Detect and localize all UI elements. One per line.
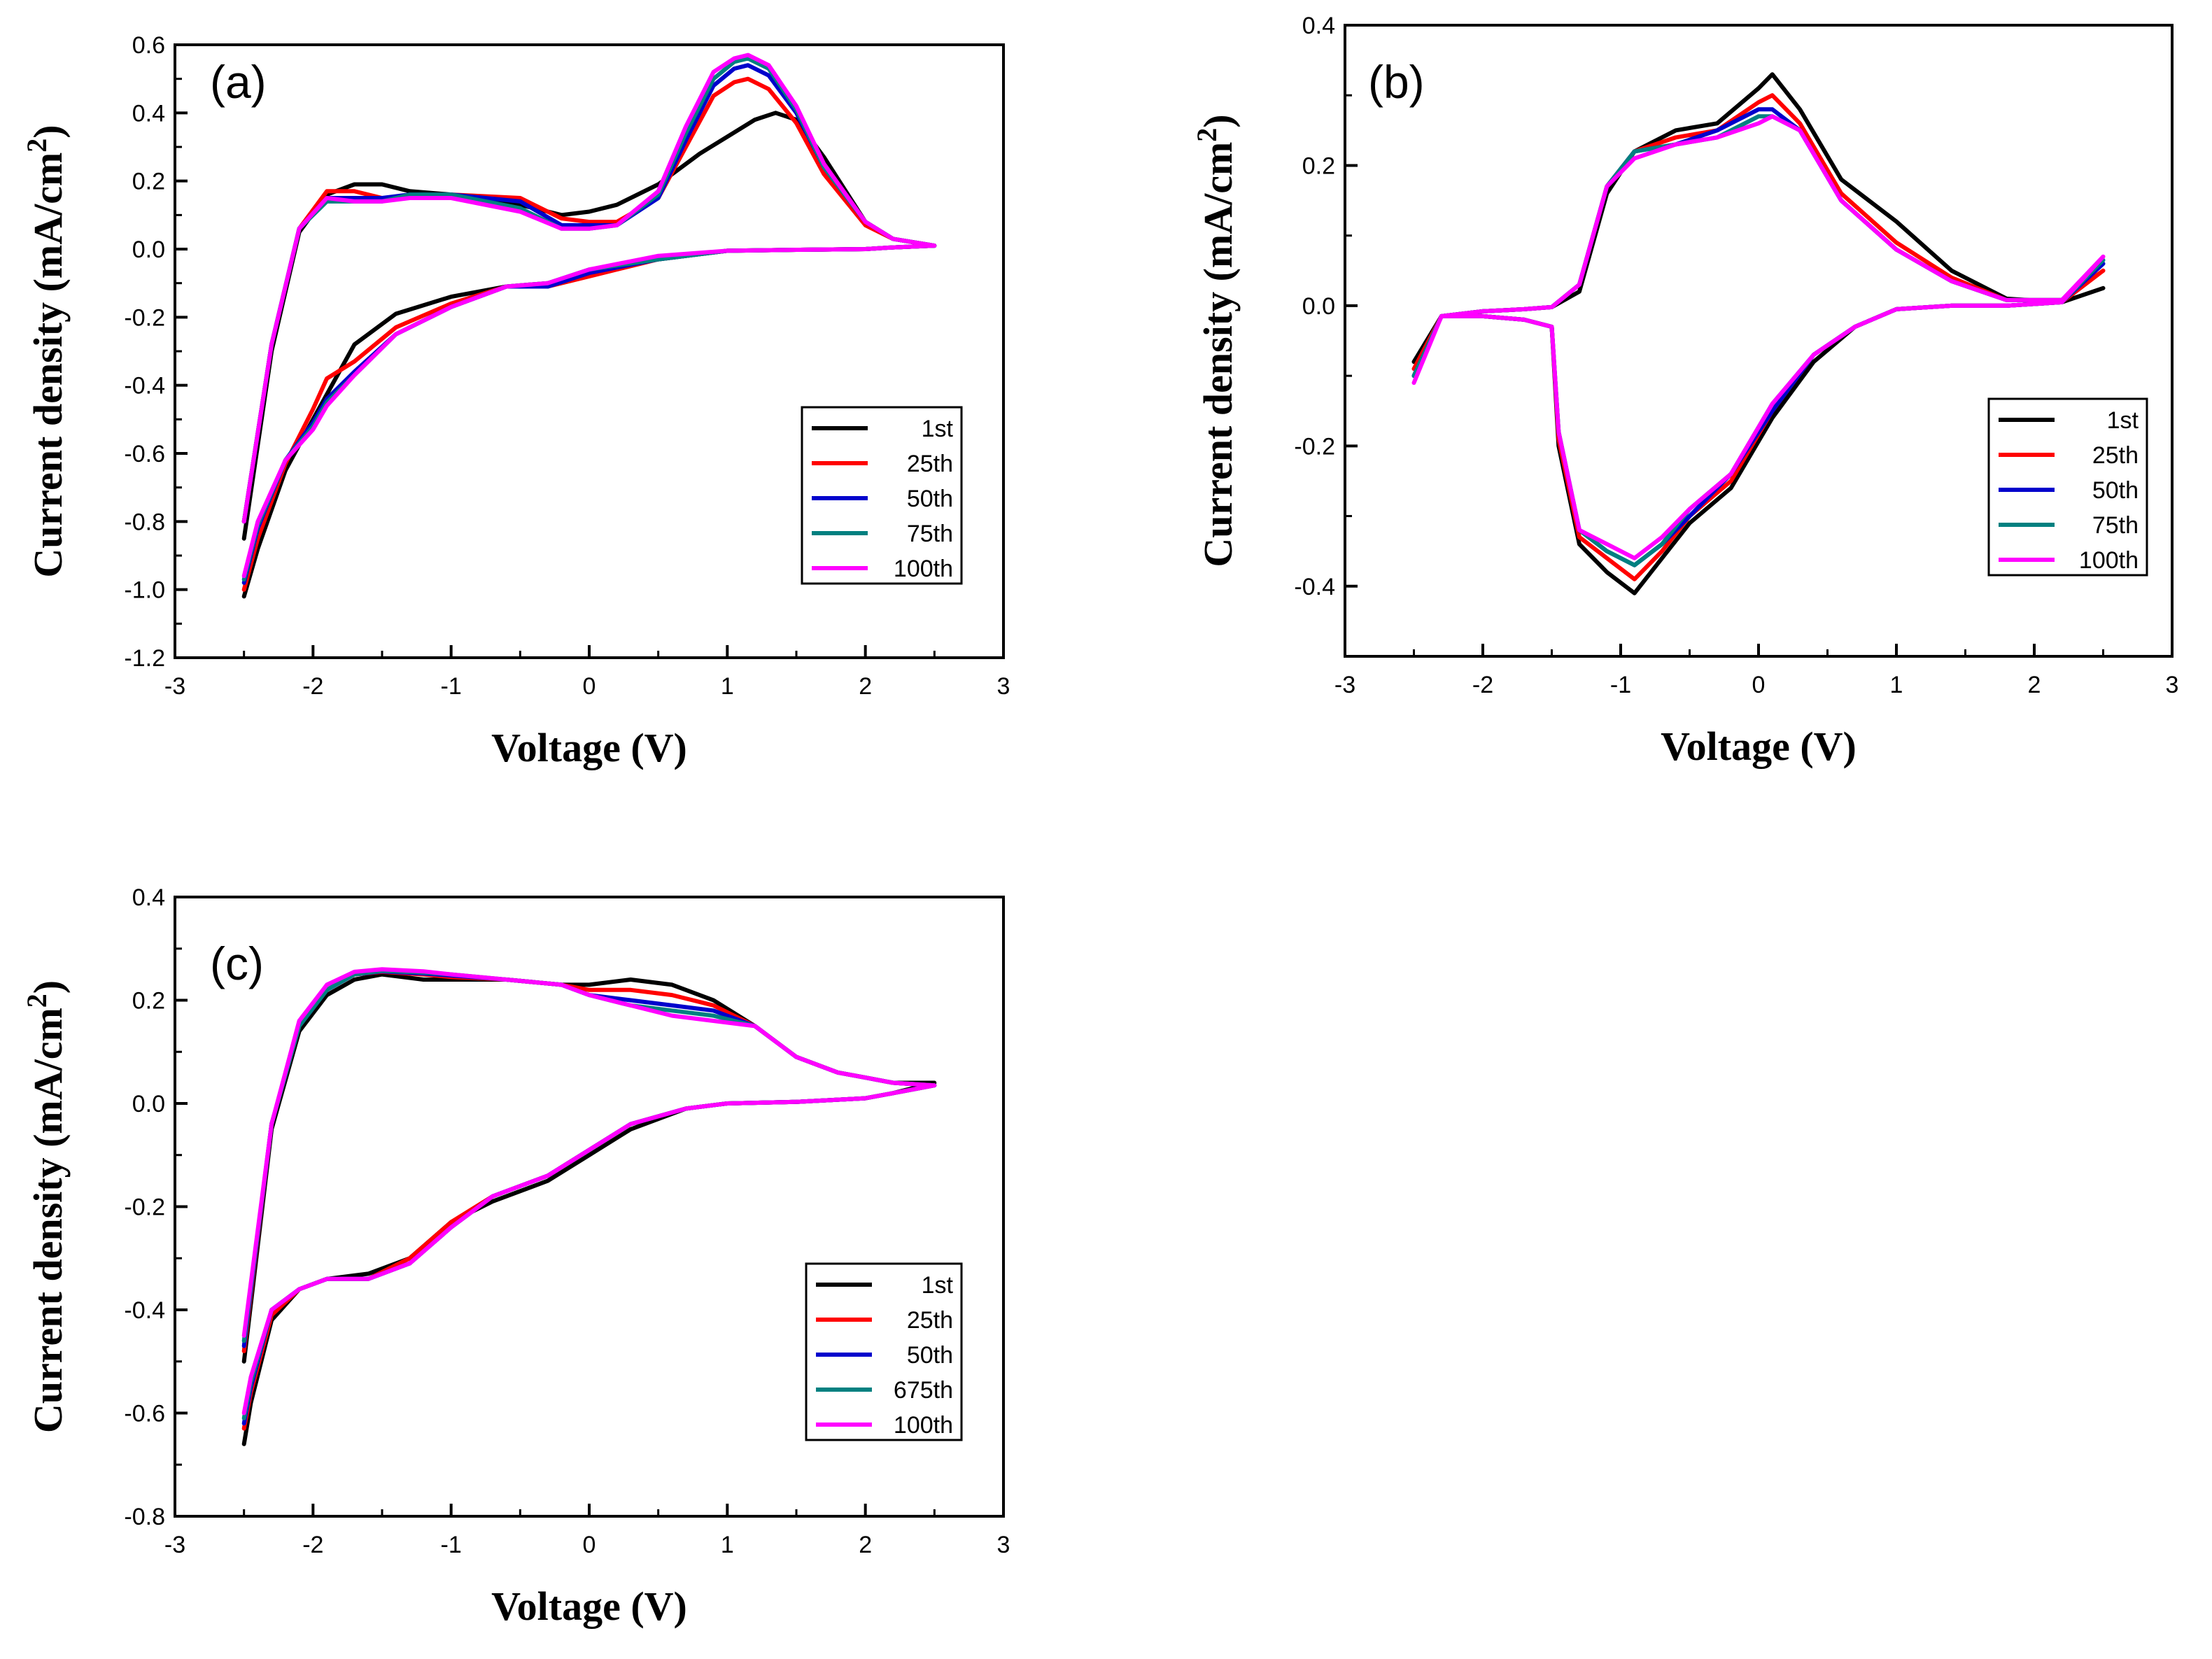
x-tick-label: 3 xyxy=(997,673,1010,700)
y-tick-label: 0.6 xyxy=(132,32,165,59)
x-tick-label: 0 xyxy=(583,673,596,700)
panel-label: (a) xyxy=(210,56,267,108)
x-tick-label: -2 xyxy=(302,1532,323,1558)
legend-label: 100th xyxy=(894,1412,953,1439)
chart-panel-c: -3 -2 -1 0 1 2 3 -0.8 -0.6 -0.4 -0.2 0.0 0.2 0.4 Volta… xyxy=(21,884,1010,1629)
x-tick-label: 3 xyxy=(2166,672,2179,698)
legend-label: 25th xyxy=(907,451,953,477)
x-tick-label: 2 xyxy=(2028,672,2041,698)
y-axis-label-main: Current density (mA/cm xyxy=(1195,142,1241,567)
y-axis-label-sup: 2 xyxy=(21,994,52,1008)
y-axis-label-sup: 2 xyxy=(1191,128,1223,142)
legend: 1st 25th 50th 675th 100th xyxy=(805,1262,963,1441)
y-axis-label: Current density (mA/cm2) xyxy=(21,125,71,577)
y-tick-label: 0.0 xyxy=(132,237,165,263)
y-axis-label: Current density (mA/cm2) xyxy=(21,980,71,1433)
legend-label: 75th xyxy=(907,521,953,547)
legend-label: 100th xyxy=(894,556,953,582)
y-tick-label: 0.2 xyxy=(1302,153,1335,179)
series-line-100th xyxy=(241,967,937,1416)
x-tick-label: 2 xyxy=(859,673,872,700)
x-axis-label: Voltage (V) xyxy=(491,725,687,770)
x-tick-label: 2 xyxy=(859,1532,872,1558)
x-axis-label: Voltage (V) xyxy=(1661,723,1857,769)
x-tick-label: -3 xyxy=(1334,672,1355,698)
legend-label: 675th xyxy=(894,1377,953,1404)
y-axis-label-main: Current density (mA/cm xyxy=(25,153,71,578)
x-tick-label: -3 xyxy=(164,1532,185,1558)
y-axis-label-main: Current density (mA/cm xyxy=(25,1008,71,1433)
legend-box xyxy=(801,406,963,585)
legend-box xyxy=(1987,397,2148,577)
legend-label: 1st xyxy=(922,416,954,442)
y-tick-label: -0.8 xyxy=(124,1504,165,1530)
x-tick-label: 3 xyxy=(997,1532,1010,1558)
x-tick-label: -1 xyxy=(1610,672,1631,698)
x-tick-label: -1 xyxy=(441,673,462,700)
x-axis-label: Voltage (V) xyxy=(491,1583,687,1629)
y-tick-label: 0.2 xyxy=(132,988,165,1015)
y-axis-label: Current density (mA/cm2) xyxy=(1191,114,1241,567)
legend: 1st 25th 50th 75th 100th xyxy=(1987,397,2148,577)
x-tick-label: -1 xyxy=(441,1532,462,1558)
legend-label: 1st xyxy=(2107,407,2139,434)
y-tick-label: -0.6 xyxy=(124,441,165,467)
x-tick-label: 0 xyxy=(1752,672,1766,698)
x-tick-label: 1 xyxy=(721,673,734,700)
y-tick-label: 0.2 xyxy=(132,169,165,195)
y-tick-label: 0.4 xyxy=(132,100,165,127)
legend-label: 25th xyxy=(2092,442,2139,469)
series-line-1st xyxy=(1411,72,2106,595)
x-tick-label: -3 xyxy=(164,673,185,700)
x-tick-label: 1 xyxy=(721,1532,734,1558)
y-tick-label: -0.4 xyxy=(1294,574,1335,600)
y-axis-label-end: ) xyxy=(1195,114,1241,127)
legend-label: 75th xyxy=(2092,512,2139,539)
y-tick-label: -0.2 xyxy=(124,304,165,331)
y-tick-label: -0.6 xyxy=(124,1401,165,1427)
legend-box xyxy=(805,1262,963,1441)
legend-label: 1st xyxy=(922,1272,954,1299)
series-line-100th xyxy=(1411,114,2106,560)
legend-label: 100th xyxy=(2079,547,2139,574)
y-tick-label: -0.2 xyxy=(1294,433,1335,460)
x-tick-label: 0 xyxy=(583,1532,596,1558)
y-tick-label: -0.8 xyxy=(124,509,165,535)
y-tick-label: -0.4 xyxy=(124,373,165,400)
legend-label: 50th xyxy=(907,1342,953,1369)
y-axis-label-sup: 2 xyxy=(21,139,52,153)
x-tick-label: -2 xyxy=(1472,672,1493,698)
series-line-100th xyxy=(241,52,937,579)
y-tick-label: -1.2 xyxy=(124,645,165,672)
y-tick-label: -1.0 xyxy=(124,577,165,604)
chart-panel-a: -3 -2 -1 0 1 2 3 -1.2 -1.0 -0.8 -0.6 -0.4 -0.2 0.0 0.2… xyxy=(21,32,1010,770)
legend-label: 25th xyxy=(907,1307,953,1334)
x-tick-label: 1 xyxy=(1890,672,1903,698)
y-tick-label: 0.4 xyxy=(132,884,165,911)
y-tick-label: 0.0 xyxy=(1302,293,1335,320)
y-tick-label: -0.4 xyxy=(124,1297,165,1324)
y-axis-label-end: ) xyxy=(25,980,71,994)
y-tick-label: -0.2 xyxy=(124,1194,165,1221)
legend: 1st 25th 50th 75th 100th xyxy=(801,406,963,585)
legend-label: 50th xyxy=(907,486,953,512)
chart-panel-b: -3 -2 -1 0 1 2 3 -0.4 -0.2 0.0 0.2 0.4 Voltage (V) Cu… xyxy=(1191,13,2178,769)
x-tick-label: -2 xyxy=(302,673,323,700)
y-axis-label-end: ) xyxy=(25,125,71,138)
series-line-1st xyxy=(241,111,937,599)
panel-label: (c) xyxy=(210,938,264,989)
y-tick-label: 0.0 xyxy=(132,1091,165,1117)
legend-label: 50th xyxy=(2092,477,2139,504)
panel-label: (b) xyxy=(1368,56,1425,108)
y-tick-label: 0.4 xyxy=(1302,13,1335,39)
